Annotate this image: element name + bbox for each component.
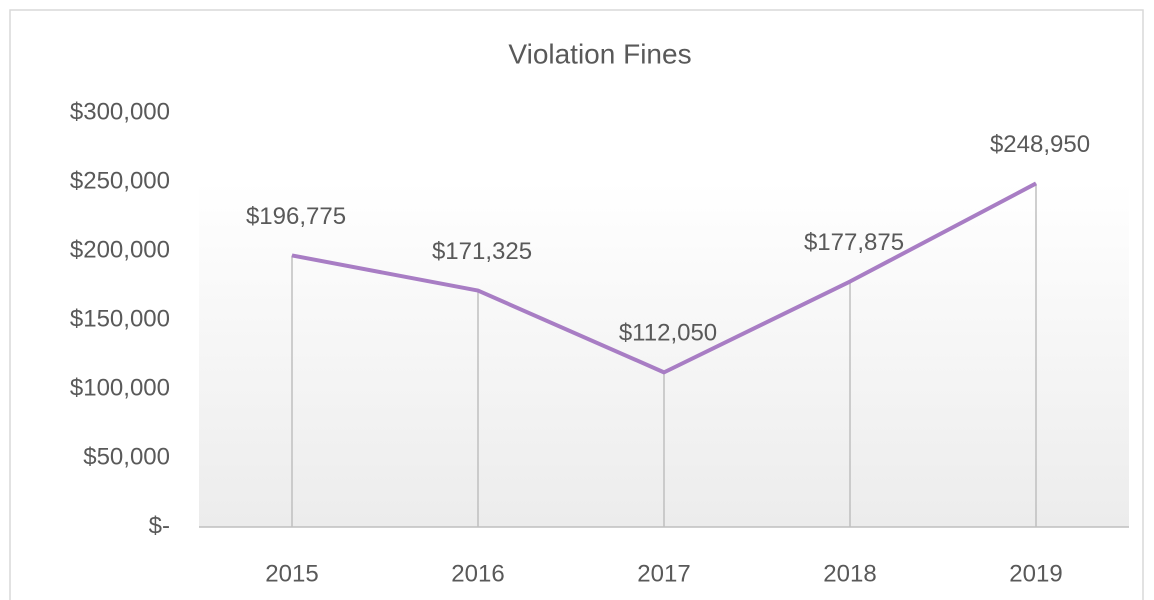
y-tick-label: $300,000 [70, 98, 170, 125]
x-tick-label: 2019 [1009, 560, 1062, 587]
chart-border [9, 9, 1144, 600]
line [291, 181, 1037, 375]
y-tick-label: $150,000 [70, 305, 170, 332]
chart-title: Violation Fines [508, 38, 691, 69]
x-tick-label: 2015 [265, 560, 318, 587]
data-label: $112,050 [619, 320, 717, 347]
data-label: $177,875 [804, 229, 904, 256]
data-label: $248,950 [990, 131, 1090, 158]
data-label: $171,325 [432, 238, 532, 265]
x-tick-label: 2018 [823, 560, 876, 587]
y-tick-label: $100,000 [70, 374, 170, 401]
x-tick-label: 2017 [637, 560, 690, 587]
y-tick-label: $- [149, 512, 170, 539]
y-tick-label: $50,000 [83, 443, 170, 470]
y-tick-label: $250,000 [70, 167, 170, 194]
x-tick-label: 2016 [451, 560, 504, 587]
data-label: $196,775 [246, 203, 346, 230]
y-tick-label: $200,000 [70, 236, 170, 263]
